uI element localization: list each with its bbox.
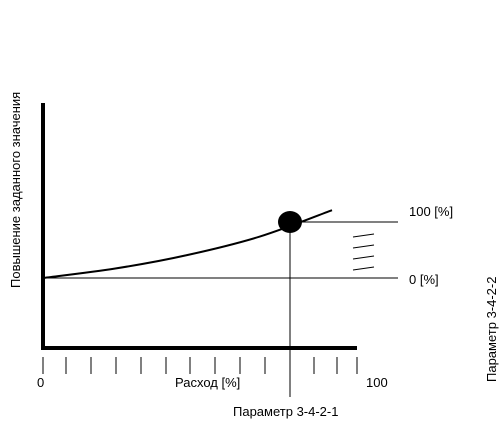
level-scale-ticks [352, 233, 375, 271]
level-100-label: 100 [%] [409, 204, 453, 219]
x-max-label: 100 [366, 375, 388, 390]
level-tick-mark [352, 266, 375, 271]
param-y-label: Параметр 3-4-2-2 [484, 277, 499, 382]
level-tick-mark [352, 233, 375, 238]
x-axis-label: Расход [%] [175, 375, 240, 390]
level-0-label: 0 [%] [409, 272, 439, 287]
level-tick-mark [352, 255, 375, 260]
level-tick-mark [352, 244, 375, 249]
x-scale-ticks [42, 357, 358, 374]
param-x-label: Параметр 3-4-2-1 [233, 404, 338, 419]
x-min-label: 0 [37, 375, 44, 390]
operating-point-dot [278, 211, 302, 233]
y-axis-label: Повышение заданного значения [8, 92, 23, 288]
